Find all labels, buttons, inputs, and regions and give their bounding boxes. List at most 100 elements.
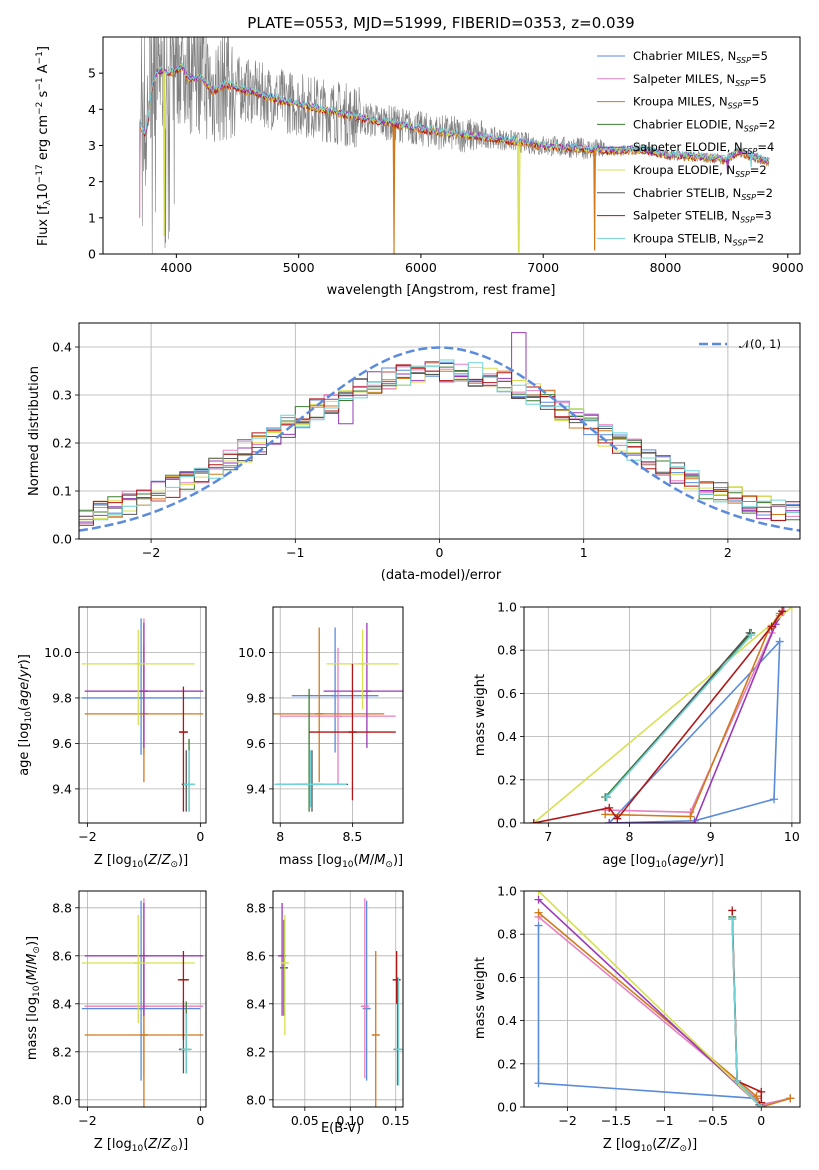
massweight-vs-age-marks bbox=[529, 607, 796, 823]
massweight-vs-Z-ytick-label: 0.8 bbox=[497, 927, 517, 942]
kroupa-miles-plus-marker bbox=[686, 812, 695, 821]
spectrum-ticks: 4000 5000 6000 7000 8000 9000 0 1 2 3 4 5 bbox=[88, 66, 804, 275]
legend-suffix: =5 bbox=[750, 72, 767, 86]
kroupa-miles-plus-marker bbox=[534, 908, 543, 917]
mass-vs-Z-xtick-label: 0 bbox=[196, 1113, 204, 1128]
kroupa-stelib-plus-marker bbox=[602, 793, 611, 802]
legend-subscript: SSP bbox=[735, 79, 750, 88]
age-vs-Z-axes-frame bbox=[78, 606, 207, 824]
spectrum-ylabel: Flux [fλ10−17 erg cm−2 s−1 A−1] bbox=[35, 46, 53, 246]
residuals-ytick-label: 0.4 bbox=[52, 340, 72, 355]
mass-vs-ebv-ytick-label: 8.8 bbox=[246, 900, 266, 915]
salpeter-stelib-residual-histogram bbox=[79, 364, 800, 526]
spectrum-xtick-label: 6000 bbox=[405, 260, 437, 275]
age-vs-Z-xtick-label: 0 bbox=[196, 829, 204, 844]
age-vs-Z-ytick-label: 9.6 bbox=[52, 736, 72, 751]
kroupa-stelib-model-line bbox=[139, 60, 770, 168]
parameter-axis-labels: Z [log10(Z/Z⊙)] age [log10(age/yr)] mass… bbox=[17, 654, 724, 1154]
salpeter-elodie-weight-line bbox=[537, 899, 762, 1107]
spectrum-panel: PLATE=0553, MJD=51999, FIBERID=0353, z=0… bbox=[35, 14, 804, 298]
massweight-vs-age-xtick-label: 9 bbox=[707, 829, 715, 844]
mass-vs-Z-ytick-label: 8.8 bbox=[52, 900, 72, 915]
mass-vs-Z-ytick-label: 8.0 bbox=[52, 1092, 72, 1107]
massweight-vs-Z-ytick-label: 1.0 bbox=[497, 884, 517, 899]
age-vs-mass-xtick-label: 8 bbox=[276, 829, 284, 844]
age-vs-Z-ytick-label: 9.4 bbox=[52, 781, 72, 796]
legend-subscript: SSP bbox=[740, 216, 755, 225]
mass-vs-ebv-xlabel: E(B-V) bbox=[321, 1121, 361, 1136]
spectrum-title: PLATE=0553, MJD=51999, FIBERID=0353, z=0… bbox=[247, 14, 634, 32]
spectrum-ytick-label: 5 bbox=[88, 66, 96, 81]
mass-vs-ebv-panel: 0.05 0.10 0.15 8.0 8.2 8.4 8.6 8.8 bbox=[246, 890, 410, 1128]
chabrier-stelib-residual-histogram bbox=[79, 363, 800, 522]
legend-subscript: SSP bbox=[744, 124, 759, 133]
massweight-vs-age-ylabel: mass weight bbox=[473, 674, 488, 756]
residuals-ytick-label: 0.3 bbox=[52, 388, 72, 403]
spectrum-ytick-label: 3 bbox=[88, 138, 96, 153]
chabrier-miles-plus-marker bbox=[534, 921, 543, 930]
legend-subscript: SSP bbox=[736, 56, 751, 65]
spectrum-legend: Chabrier MILES, NSSP=5 Salpeter MILES, NS… bbox=[597, 49, 775, 247]
massweight-vs-Z-ytick-label: 0.6 bbox=[497, 970, 517, 985]
legend-subscript: SSP bbox=[743, 147, 758, 156]
age-vs-mass-marks bbox=[273, 622, 403, 812]
massweight-vs-Z-ytick-label: 0.4 bbox=[497, 1013, 517, 1028]
kroupa-elodie-legend-label: Kroupa ELODIE, NSSP=2 bbox=[633, 163, 767, 179]
salpeter-stelib-plus-marker bbox=[757, 1087, 766, 1096]
residuals-ytick-label: 0.1 bbox=[52, 484, 72, 499]
massweight-vs-age-xtick-label: 8 bbox=[626, 829, 634, 844]
residuals-panel: −2 −1 0 1 2 0.0 0.1 0.2 0.3 0.4 (data-model)/erro… bbox=[27, 322, 801, 583]
age-vs-Z-xtick-label: −2 bbox=[78, 829, 96, 844]
residuals-ylabel: Normed distribution bbox=[27, 366, 42, 496]
age-vs-mass-ytick-label: 9.8 bbox=[246, 690, 266, 705]
age-vs-mass-xlabel: mass [log10(M/M⊙)] bbox=[279, 853, 403, 870]
parameter-panels: −2 0 9.4 9.6 9.8 10.0 8 8.5 9.4 9.6 9.8 10.0 7 8 9 10 0.… bbox=[44, 600, 801, 1128]
salpeter-stelib-plus-marker bbox=[728, 906, 737, 915]
salpeter-elodie-plus-marker bbox=[690, 819, 699, 823]
legend-subscript: SSP bbox=[741, 193, 756, 202]
massweight-vs-age-xtick-label: 10 bbox=[784, 829, 800, 844]
massweight-vs-z-xlabel: Z [log10(Z/Z⊙)] bbox=[603, 1137, 697, 1154]
mass-vs-Z-axes-frame bbox=[78, 890, 207, 1108]
mass-vs-ebv-ytick-label: 8.6 bbox=[246, 948, 266, 963]
spectrum-xtick-label: 4000 bbox=[160, 260, 192, 275]
massweight-vs-Z-axes-frame bbox=[523, 890, 801, 1108]
salpeter-stelib-plus-marker bbox=[778, 607, 787, 616]
residuals-xtick-label: −2 bbox=[142, 545, 160, 560]
chabrier-miles-plus-marker bbox=[775, 637, 784, 646]
mass-vs-Z-ytick-label: 8.6 bbox=[52, 948, 72, 963]
massweight-vs-Z-panel: −2 −1.5 −1 −0.5 0 0.0 0.2 0.4 0.6 0.8 1.0 bbox=[497, 884, 801, 1128]
salpeter-elodie-legend-label: Salpeter ELODIE, NSSP=4 bbox=[633, 140, 774, 156]
residuals-xlabel: (data-model)/error bbox=[381, 568, 502, 583]
massweight-vs-Z-marks bbox=[534, 891, 795, 1107]
kroupa-miles-plus-marker bbox=[786, 1094, 795, 1103]
chabrier-elodie-legend-label: Chabrier ELODIE, NSSP=2 bbox=[633, 117, 775, 133]
massweight-vs-age-ytick-label: 0.2 bbox=[497, 772, 517, 787]
kroupa-stelib-legend-label: Kroupa STELIB, NSSP=2 bbox=[633, 231, 764, 247]
massweight-vs-age-axes-frame bbox=[523, 606, 801, 824]
massweight-vs-age-xlabel: age [log10(age/yr)] bbox=[602, 853, 724, 870]
spectrum-xlabel: wavelength [Angstrom, rest frame] bbox=[327, 283, 556, 298]
legend-suffix: =3 bbox=[755, 209, 772, 223]
residuals-legend: 𝒩(0, 1) bbox=[699, 337, 781, 351]
residuals-xtick-label: 1 bbox=[580, 545, 588, 560]
residuals-xtick-label: 2 bbox=[724, 545, 732, 560]
age-vs-z-ylabel: age [log10(age/yr)] bbox=[17, 654, 34, 776]
mass-vs-ebv-xtick-label: 0.10 bbox=[336, 1113, 364, 1128]
legend-suffix: =5 bbox=[742, 95, 759, 109]
massweight-vs-Z-xtick-label: −0.5 bbox=[698, 1113, 728, 1128]
spectrum-ytick-label: 2 bbox=[88, 174, 96, 189]
legend-subscript: SSP bbox=[728, 102, 743, 111]
kroupa-stelib-residual-histogram bbox=[79, 359, 800, 521]
massweight-vs-age-panel: 7 8 9 10 0.0 0.2 0.4 0.6 0.8 1.0 bbox=[497, 600, 801, 844]
kroupa-stelib-plus-marker bbox=[733, 1077, 742, 1086]
age-vs-mass-panel: 8 8.5 9.4 9.6 9.8 10.0 bbox=[238, 606, 404, 844]
chabrier-miles-legend-label: Chabrier MILES, NSSP=5 bbox=[633, 49, 768, 65]
spectrum-ytick-label: 1 bbox=[88, 210, 96, 225]
mass-vs-ebv-marks bbox=[278, 898, 403, 1107]
legend-suffix: =5 bbox=[751, 49, 768, 63]
age-vs-Z-marks bbox=[81, 618, 204, 812]
age-vs-mass-xtick-label: 8.5 bbox=[342, 829, 362, 844]
massweight-vs-Z-xtick-label: −1 bbox=[655, 1113, 673, 1128]
